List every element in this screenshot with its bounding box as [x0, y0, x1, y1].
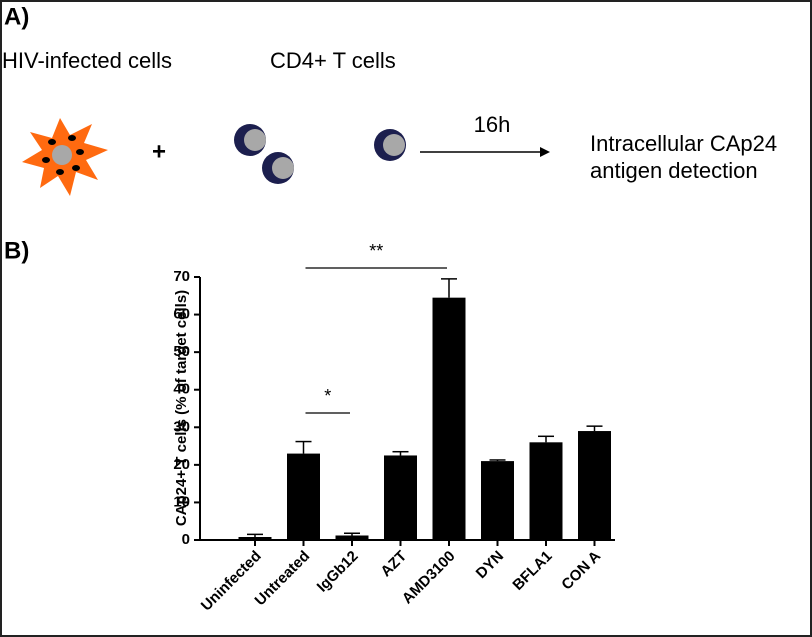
plus: +	[152, 138, 166, 165]
arrow-head	[540, 147, 550, 157]
bar	[238, 536, 272, 540]
y-tick-label: 10	[173, 493, 190, 510]
y-tick-label: 20	[173, 456, 190, 473]
bar	[335, 535, 369, 540]
error-bar	[441, 278, 457, 298]
y-tick-label: 50	[173, 343, 190, 360]
y-tick-label: 30	[173, 418, 190, 435]
error-bar	[538, 435, 554, 443]
caption: HIV-infected cells	[2, 48, 172, 73]
virus-dots	[42, 135, 84, 175]
error-bar	[344, 532, 360, 536]
error-bar	[392, 450, 409, 456]
bar	[529, 442, 563, 540]
y-axis-label: CAp24+ T cells (% of target cells)	[173, 290, 190, 526]
bar	[432, 297, 466, 540]
bar	[481, 461, 514, 540]
panel-label: B)	[4, 237, 29, 264]
result: Intracellular CAp24	[590, 131, 777, 156]
y-tick-label: 40	[173, 381, 190, 398]
significance-label: **	[369, 241, 383, 261]
error-bar	[247, 533, 263, 537]
panel-label: A)	[4, 3, 29, 30]
y-tick-label: 60	[173, 306, 190, 323]
significance-label: *	[324, 386, 331, 406]
t-cells	[234, 124, 406, 184]
bar	[287, 453, 320, 540]
bar	[384, 455, 417, 540]
error-bar	[586, 425, 603, 432]
error-bar	[295, 440, 312, 454]
arrow-label: 16h	[474, 112, 511, 137]
bar	[578, 431, 611, 540]
caption: CD4+ T cells	[270, 48, 396, 73]
y-tick-label: 70	[173, 268, 190, 285]
y-tick-label: 0	[182, 531, 190, 548]
nucleus	[52, 145, 72, 165]
result: antigen detection	[590, 158, 758, 183]
error-bar	[489, 459, 506, 462]
